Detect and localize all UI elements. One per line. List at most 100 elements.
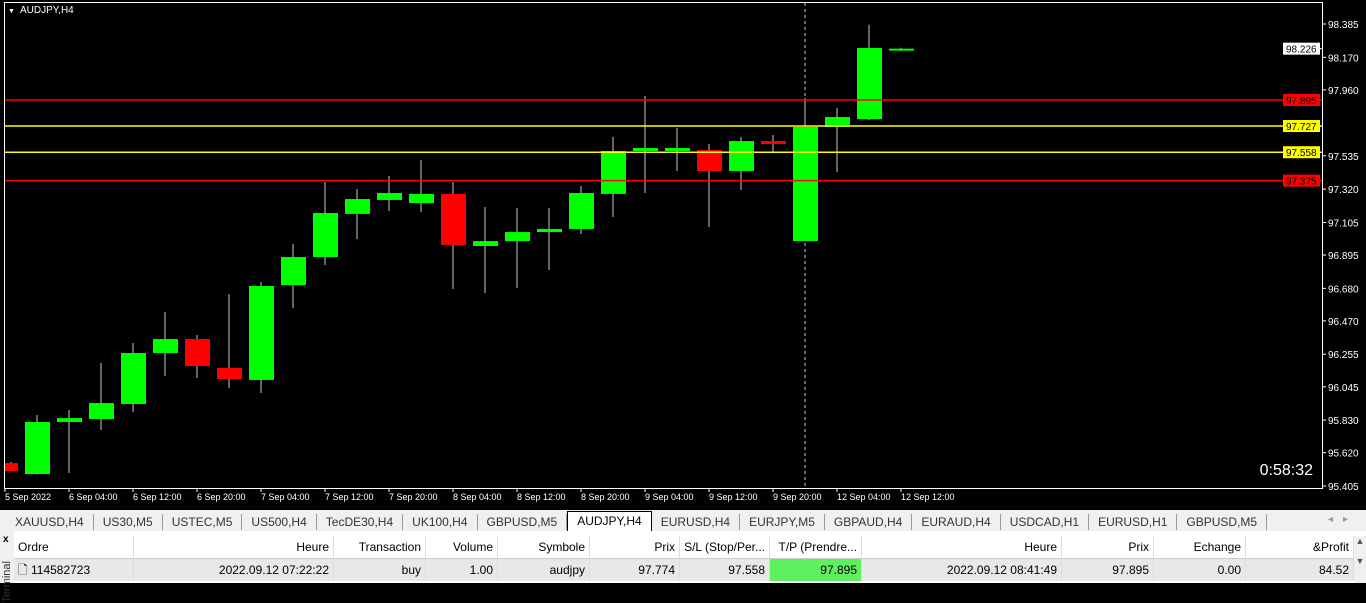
table-row[interactable]: 🗋 114582723 2022.09.12 07:22:22 buy 1.00 aud… bbox=[14, 559, 1354, 581]
tab-eurjpy-m5[interactable]: EURJPY,M5 bbox=[740, 514, 825, 530]
tab-us500-h4[interactable]: US500,H4 bbox=[242, 514, 317, 530]
time-tick-label: 9 Sep 12:00 bbox=[709, 492, 758, 502]
candle-body bbox=[249, 286, 274, 380]
candle-body bbox=[601, 150, 626, 194]
current-price-tag bbox=[1283, 42, 1320, 55]
column-header[interactable]: Echange bbox=[1154, 536, 1246, 558]
scrollbar[interactable]: ▲ ▼ bbox=[1354, 536, 1366, 583]
price-tick-label: 96.470 bbox=[1328, 317, 1359, 328]
column-header[interactable]: S/L (Stop/Per... bbox=[680, 536, 770, 558]
tab-gbpusd-m5[interactable]: GBPUSD,M5 bbox=[478, 514, 568, 530]
tab-us30-m5[interactable]: US30,M5 bbox=[94, 514, 163, 530]
tab-uk100-h4[interactable]: UK100,H4 bbox=[403, 514, 478, 530]
tab-scroll-arrows[interactable]: ◂▸ bbox=[1327, 514, 1358, 525]
candle-body bbox=[57, 418, 82, 422]
table-header: Ordre Heure Transaction Volume Symbole Prix S/… bbox=[14, 536, 1354, 559]
price-tick-label: 98.385 bbox=[1328, 20, 1359, 31]
order-icon: 🗋 bbox=[18, 563, 31, 577]
price-tick-label: 97.320 bbox=[1328, 185, 1359, 196]
tab-gbpusd-m5[interactable]: GBPUSD,M5 bbox=[1177, 514, 1268, 530]
price-tick-label: 95.620 bbox=[1328, 449, 1359, 460]
tab-usdcad-h1[interactable]: USDCAD,H1 bbox=[1001, 514, 1090, 530]
price-tick-label: 96.255 bbox=[1328, 350, 1359, 361]
candle-body bbox=[633, 148, 658, 151]
price-level-label: 97.375 bbox=[1286, 177, 1317, 188]
tab-eurusd-h4[interactable]: EURUSD,H4 bbox=[652, 514, 741, 530]
column-header[interactable]: Heure bbox=[134, 536, 334, 558]
table-cell: 97.558 bbox=[680, 559, 770, 581]
candle-body bbox=[665, 148, 690, 151]
column-header[interactable]: Prix bbox=[590, 536, 680, 558]
candle-body bbox=[825, 117, 850, 127]
table-cell: buy bbox=[334, 559, 426, 581]
time-tick-label: 8 Sep 04:00 bbox=[453, 492, 502, 502]
candle-countdown: 0:58:32 bbox=[1260, 462, 1313, 479]
close-terminal-button[interactable]: x bbox=[3, 534, 9, 545]
tab-euraud-h4[interactable]: EURAUD,H4 bbox=[912, 514, 1001, 530]
candle-body bbox=[153, 339, 178, 353]
table-cell: 0.00 bbox=[1154, 559, 1246, 581]
price-tick-label: 96.680 bbox=[1328, 284, 1359, 295]
column-header[interactable]: Heure bbox=[862, 536, 1062, 558]
column-header[interactable]: &Profit bbox=[1246, 536, 1354, 558]
candle-body bbox=[441, 193, 466, 245]
time-tick-label: 9 Sep 20:00 bbox=[773, 492, 822, 502]
candle-body bbox=[793, 126, 818, 242]
candle-body bbox=[89, 403, 114, 420]
time-tick-label: 7 Sep 20:00 bbox=[389, 492, 438, 502]
price-tick-label: 97.960 bbox=[1328, 86, 1359, 97]
table-cell: 1.00 bbox=[426, 559, 498, 581]
terminal-sidebar: x Terminal bbox=[0, 531, 14, 603]
column-header[interactable]: Symbole bbox=[498, 536, 590, 558]
tab-gbpaud-h4[interactable]: GBPAUD,H4 bbox=[825, 514, 913, 530]
candle-body bbox=[409, 193, 434, 204]
table-cell: 97.774 bbox=[590, 559, 680, 581]
tab-ustec-m5[interactable]: USTEC,M5 bbox=[163, 514, 243, 530]
price-level-tag bbox=[1283, 93, 1320, 106]
candle-body bbox=[25, 421, 50, 475]
table-cell: audjpy bbox=[498, 559, 590, 581]
price-level-label: 97.558 bbox=[1286, 148, 1317, 159]
time-tick-label: 7 Sep 12:00 bbox=[325, 492, 374, 502]
price-level-tag bbox=[1283, 120, 1320, 133]
candle-body bbox=[473, 241, 498, 247]
candle-body bbox=[121, 352, 146, 404]
time-tick-label: 6 Sep 20:00 bbox=[197, 492, 246, 502]
tab-tecde30-h4[interactable]: TecDE30,H4 bbox=[317, 514, 404, 530]
price-tick-label: 97.535 bbox=[1328, 152, 1359, 163]
table-cell: 97.895 bbox=[770, 559, 862, 581]
chart-title: AUDJPY,H4 bbox=[20, 5, 74, 16]
column-header[interactable]: Transaction bbox=[334, 536, 426, 558]
price-level-label: 97.895 bbox=[1286, 96, 1317, 107]
time-tick-label: 8 Sep 20:00 bbox=[581, 492, 630, 502]
candle-body bbox=[505, 232, 530, 242]
table-cell: 🗋 114582723 bbox=[14, 559, 134, 581]
column-header[interactable]: Ordre bbox=[14, 536, 134, 558]
chart-menu-icon[interactable]: ▼ bbox=[8, 8, 15, 15]
candle-body bbox=[345, 199, 370, 214]
tab-audjpy-h4[interactable]: AUDJPY,H4 bbox=[567, 511, 652, 531]
tab-xauusd-h4[interactable]: XAUUSD,H4 bbox=[6, 514, 94, 530]
column-header[interactable]: Prix bbox=[1062, 536, 1154, 558]
tab-eurusd-h1[interactable]: EURUSD,H1 bbox=[1089, 514, 1178, 530]
table-cell: 97.895 bbox=[1062, 559, 1154, 581]
column-header[interactable]: T/P (Prendre... bbox=[770, 536, 862, 558]
price-tick-label: 97.105 bbox=[1328, 218, 1359, 229]
candle-body bbox=[569, 192, 594, 229]
time-tick-label: 6 Sep 04:00 bbox=[69, 492, 118, 502]
candle-body bbox=[857, 48, 882, 120]
candle-body bbox=[313, 212, 338, 258]
price-level-label: 97.727 bbox=[1286, 122, 1317, 133]
table-cell: 2022.09.12 07:22:22 bbox=[134, 559, 334, 581]
candle-body bbox=[761, 141, 786, 144]
terminal-panel: x Terminal Ordre Heure Transaction Volume Sy… bbox=[0, 531, 1366, 603]
time-tick-label: 12 Sep 12:00 bbox=[901, 492, 955, 502]
chart-frame bbox=[4, 2, 1323, 489]
candle-body bbox=[217, 368, 242, 380]
price-chart[interactable]: ▼ AUDJPY,H4 98.385 98.170 97.960 97.535 97.3… bbox=[0, 0, 1366, 506]
current-price-label: 98.226 bbox=[1286, 45, 1317, 56]
price-level-tag bbox=[1283, 146, 1320, 159]
table-cell: 2022.09.12 08:41:49 bbox=[862, 559, 1062, 581]
chart-tabs: XAUUSD,H4 US30,M5 USTEC,M5 US500,H4 TecDE30,… bbox=[0, 508, 1366, 531]
column-header[interactable]: Volume bbox=[426, 536, 498, 558]
